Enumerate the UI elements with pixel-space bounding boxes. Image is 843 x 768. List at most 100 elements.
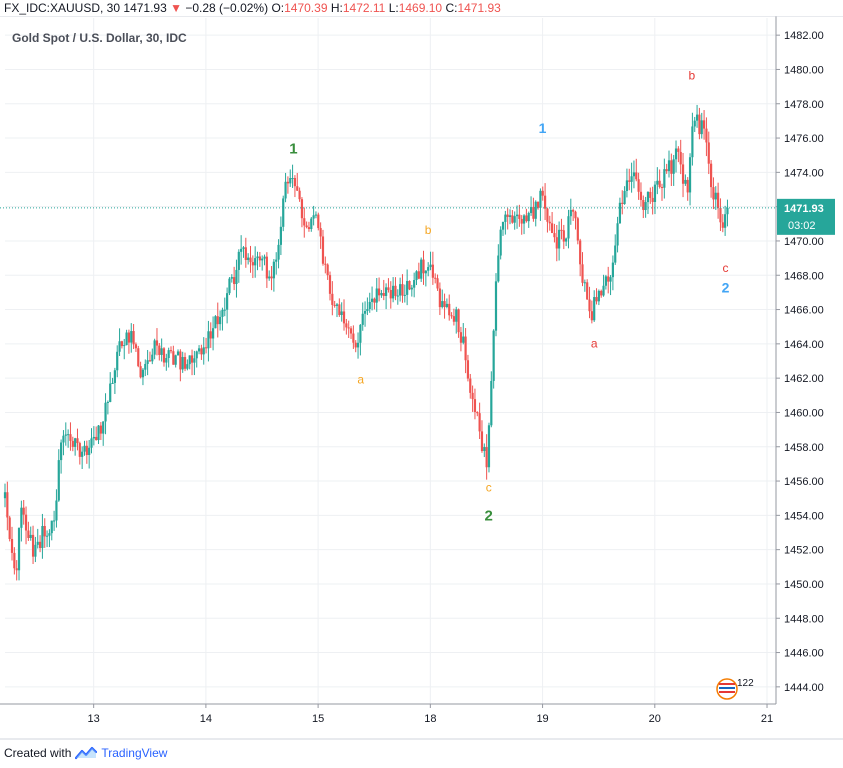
- wave-label: 2: [722, 279, 730, 295]
- candle: [576, 216, 579, 245]
- y-tick-label: 1464.00: [784, 339, 824, 351]
- candle: [167, 347, 170, 368]
- candle-body: [541, 190, 544, 196]
- candle: [529, 196, 533, 216]
- x-tick-label: 13: [88, 713, 100, 725]
- candle-body: [328, 275, 332, 294]
- candle-body: [443, 301, 446, 308]
- candle: [202, 337, 205, 365]
- candle: [609, 275, 612, 296]
- candle-body: [567, 216, 570, 239]
- candle: [81, 446, 84, 470]
- candle: [464, 328, 467, 374]
- candle: [658, 169, 661, 189]
- candle: [462, 323, 465, 345]
- candle: [539, 188, 542, 221]
- candle: [373, 297, 376, 310]
- candle: [102, 421, 105, 446]
- candle-body: [349, 328, 353, 334]
- candle: [399, 277, 402, 302]
- candle: [179, 349, 182, 382]
- candle-body: [515, 214, 519, 217]
- candle: [719, 198, 722, 231]
- candle: [284, 172, 287, 203]
- tradingview-brand-link[interactable]: TradingView: [101, 746, 168, 760]
- candle-body: [333, 304, 336, 306]
- wave-label: a: [357, 372, 364, 386]
- low-label: L:: [388, 1, 399, 15]
- candle: [639, 182, 643, 207]
- candle-body: [459, 332, 463, 343]
- candle-body: [326, 264, 329, 276]
- candle: [574, 210, 577, 230]
- candle: [445, 298, 448, 309]
- candle-body: [455, 309, 458, 322]
- candle: [36, 528, 39, 549]
- candle-body: [494, 281, 498, 331]
- candle: [24, 506, 28, 545]
- candle-body: [6, 492, 9, 518]
- candle-body: [452, 316, 456, 322]
- candle: [109, 372, 112, 403]
- candle-body: [83, 445, 86, 452]
- candle-body: [527, 213, 530, 222]
- candle-body: [78, 443, 81, 457]
- candle: [513, 211, 516, 230]
- candle: [27, 521, 30, 541]
- x-tick-label: 19: [536, 713, 548, 725]
- candle-body: [569, 209, 572, 217]
- chart-grid: [5, 18, 776, 704]
- candle: [684, 174, 687, 186]
- candle-body: [226, 293, 229, 310]
- candle-body: [242, 247, 245, 249]
- candle: [427, 262, 430, 277]
- candle-body: [298, 190, 301, 200]
- candle-body: [385, 287, 388, 296]
- candle: [38, 535, 42, 553]
- flag-stripe: [719, 683, 735, 685]
- last-price-badge: [777, 198, 835, 235]
- last-price-text: 1471.93: [123, 1, 167, 15]
- candle-body: [623, 190, 626, 204]
- candle: [702, 110, 706, 140]
- y-tick-label: 1448.00: [784, 613, 824, 625]
- candle: [614, 234, 617, 265]
- close-value: 1471.93: [457, 1, 501, 15]
- candle: [431, 251, 434, 285]
- candle: [277, 239, 280, 269]
- candle: [8, 515, 11, 542]
- candle-body: [597, 290, 600, 302]
- candle-body: [396, 295, 399, 297]
- candle-body: [95, 436, 98, 441]
- candle: [354, 340, 357, 353]
- candle-body: [389, 289, 392, 299]
- events-flag-icon[interactable]: 122: [716, 678, 754, 700]
- candle: [118, 328, 121, 356]
- candle: [693, 116, 696, 133]
- candle-body: [408, 280, 411, 290]
- candle-body: [368, 301, 371, 310]
- candle-body: [441, 301, 444, 308]
- candle: [476, 411, 479, 417]
- candle: [20, 500, 23, 542]
- candle-body: [487, 425, 491, 468]
- candle-body: [422, 259, 425, 274]
- candle: [219, 310, 222, 331]
- candle-body: [314, 214, 318, 216]
- candle: [572, 208, 575, 221]
- candle: [249, 245, 252, 273]
- wave-label: b: [425, 223, 432, 237]
- candle-body: [214, 316, 217, 329]
- candle: [628, 168, 631, 191]
- candle-body: [204, 347, 208, 349]
- y-tick-label: 1474.00: [784, 167, 824, 179]
- candle-body: [277, 244, 280, 260]
- candle-body: [76, 438, 79, 444]
- candle: [459, 326, 463, 352]
- candle-body: [525, 215, 528, 222]
- candle-body: [420, 259, 423, 279]
- candle: [679, 139, 682, 175]
- candle-body: [118, 341, 121, 352]
